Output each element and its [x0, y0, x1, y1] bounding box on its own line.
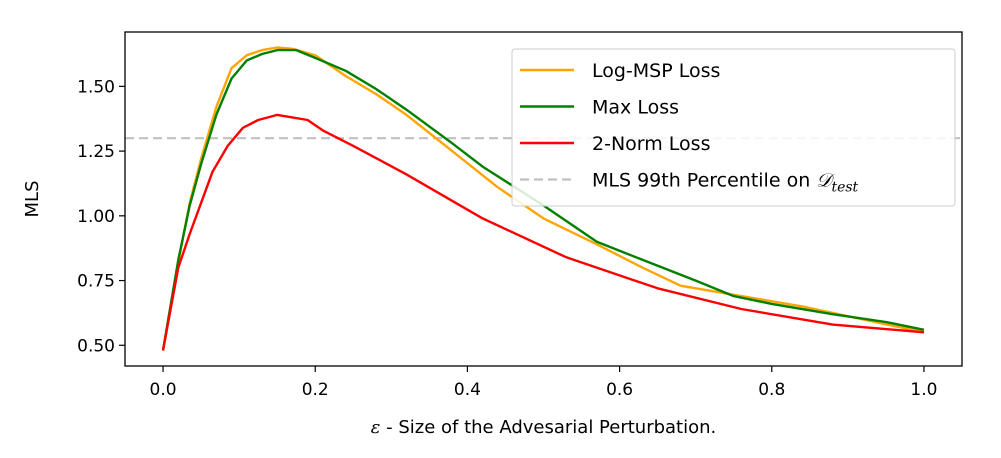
y-axis: 0.50 0.75 1.00 1.25 1.50 — [77, 77, 125, 356]
y-tick-label: 1.00 — [77, 207, 115, 227]
x-axis-title: ε - Size of the Advesarial Perturbation. — [371, 417, 717, 438]
y-tick-label: 0.50 — [77, 336, 115, 356]
x-axis-label: - Size of the Advesarial Perturbation. — [380, 417, 716, 438]
legend: Log-MSP Loss Max Loss 2-Norm Loss MLS 99th … — [511, 48, 956, 207]
legend-items: Log-MSP Loss Max Loss 2-Norm Loss MLS 99th … — [520, 60, 859, 196]
legend-label-2: 2-Norm Loss — [592, 133, 710, 155]
y-tick-label: 1.50 — [77, 77, 115, 97]
x-axis: 0.0 0.2 0.4 0.6 0.8 1.0 — [150, 366, 937, 400]
y-axis-title: MLS — [22, 181, 43, 218]
legend-label-3: MLS 99th Percentile on 𝒟test — [592, 170, 859, 196]
y-tick-label: 0.75 — [77, 272, 115, 292]
x-axis-symbol: ε — [371, 417, 381, 438]
x-tick-label: 1.0 — [910, 380, 937, 400]
x-tick-label: 0.2 — [302, 380, 329, 400]
x-tick-label: 0.4 — [454, 380, 481, 400]
series-line-0 — [161, 46, 925, 351]
x-tick-label: 0.0 — [150, 380, 177, 400]
legend-box — [511, 48, 956, 207]
series-layer — [125, 46, 962, 351]
x-tick-label: 0.6 — [606, 380, 633, 400]
y-tick-label: 1.25 — [77, 142, 115, 162]
series-line-1 — [161, 48, 925, 351]
legend-label-1: Max Loss — [592, 97, 679, 119]
legend-label-0: Log-MSP Loss — [592, 60, 720, 82]
axes-frame — [124, 31, 963, 367]
x-tick-label: 0.8 — [758, 380, 785, 400]
series-line-2 — [161, 113, 925, 351]
plot-area — [124, 31, 963, 367]
